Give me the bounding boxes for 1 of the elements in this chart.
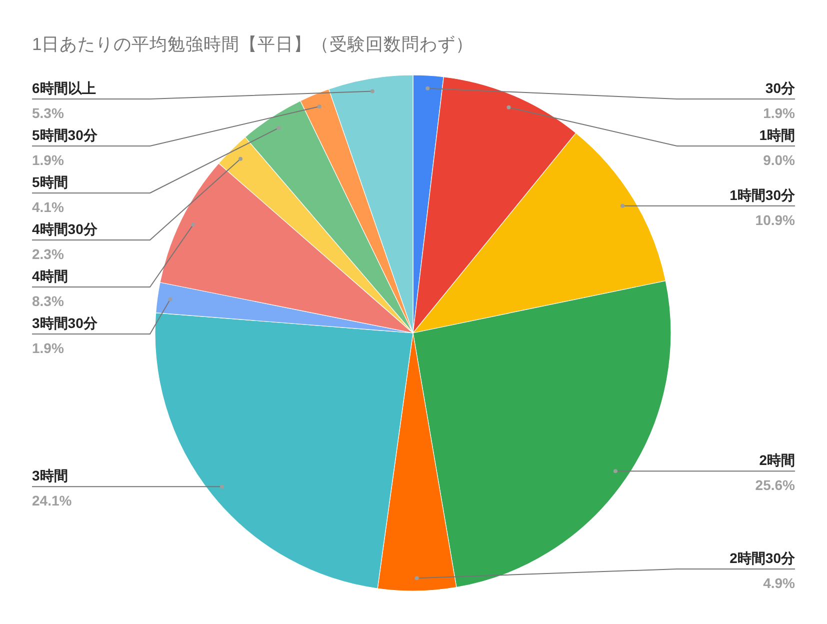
title: 1日あたりの平均勉強時間【平日】（受験回数問わず） [32,34,474,54]
